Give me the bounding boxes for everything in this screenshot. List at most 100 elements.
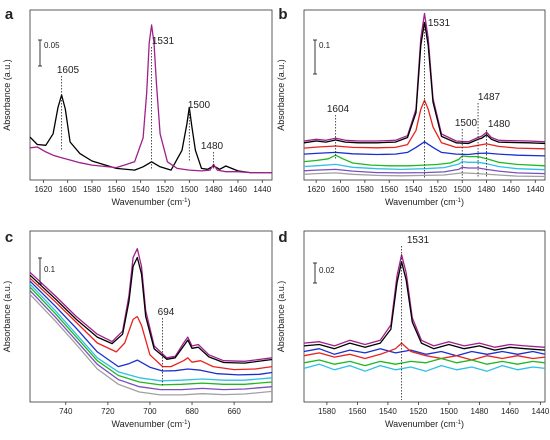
series-line-5 (303, 154, 546, 167)
x-tick-label: 1440 (526, 185, 544, 194)
x-tick-label: 740 (59, 407, 73, 416)
series-line-1 (29, 94, 272, 174)
y-axis-label: Absorbance (a.u.) (276, 59, 286, 131)
x-tick-label: 680 (185, 407, 199, 416)
panel-b: 1604 1531 1500 1487 1480 1620 1600 1580 1560 1540… (276, 6, 546, 207)
series-line-6 (29, 286, 273, 386)
x-tick-label: 1480 (205, 185, 223, 194)
x-tick-label: 1540 (132, 185, 150, 194)
panel-letter: a (5, 6, 14, 23)
series-line-5 (303, 357, 546, 367)
x-tick-label: 1560 (380, 185, 398, 194)
peak-label: 1605 (57, 65, 80, 76)
series-line-6 (303, 160, 546, 171)
x-tick-label: 1620 (34, 185, 52, 194)
series-line-2 (303, 261, 546, 351)
x-tick-label: 1480 (471, 407, 489, 416)
x-axis-label-superscript: -1 (182, 198, 188, 204)
series-line-3 (303, 348, 546, 357)
x-axis-label-superscript: -1 (456, 198, 462, 204)
x-axis-label: Wavenumber (cm-1) (111, 419, 190, 429)
series-line-8 (29, 293, 273, 396)
peak-label: 1531 (152, 36, 175, 47)
x-tick-label: 1600 (59, 185, 77, 194)
scale-bar-label: 0.1 (319, 41, 331, 50)
x-tick-label: 1600 (332, 185, 350, 194)
x-tick-label: 720 (101, 407, 115, 416)
series-line-3 (29, 277, 273, 371)
series-line-2 (29, 256, 273, 364)
plot-frame (29, 230, 273, 403)
y-axis-label: Absorbance (a.u.) (276, 281, 286, 353)
x-tick-label: 1560 (348, 407, 366, 416)
panel-letter: b (278, 6, 287, 23)
series-line-1 (303, 254, 546, 348)
peak-label: 1500 (455, 118, 478, 129)
y-axis-label: Absorbance (a.u.) (2, 59, 12, 131)
series-line-1 (29, 248, 273, 362)
series-line-2 (303, 21, 546, 145)
x-axis-label: Wavenumber (cm-1) (385, 419, 464, 429)
x-tick-label: 1520 (410, 407, 428, 416)
plot-frame (29, 9, 273, 181)
series-line-5 (29, 283, 273, 382)
series-line-7 (29, 290, 273, 391)
panel-a: 1605 1531 1500 1480 1620 1600 1580 1560 1540 1520… (2, 6, 273, 207)
series-line-4 (303, 141, 546, 157)
peak-label: 694 (158, 307, 175, 318)
x-tick-label: 1460 (501, 407, 519, 416)
plot-frame (303, 230, 546, 403)
peak-label: 1487 (478, 92, 501, 103)
x-tick-label: 1580 (356, 185, 374, 194)
plot-frame (303, 9, 546, 181)
peak-label: 1480 (201, 141, 224, 152)
x-axis-label-superscript: -1 (456, 420, 462, 426)
panel-d: 1531 1580 1560 1540 1520 1500 1480 1460 1440 Wave… (276, 229, 550, 429)
x-tick-label: 700 (143, 407, 157, 416)
x-tick-label: 1540 (379, 407, 397, 416)
series-line-4 (29, 280, 273, 376)
series-line-1 (303, 12, 546, 143)
x-tick-label: 1620 (307, 185, 325, 194)
x-tick-label: 1580 (318, 407, 336, 416)
x-tick-label: 1500 (453, 185, 471, 194)
x-tick-label: 1520 (156, 185, 174, 194)
x-axis-label: Wavenumber (cm-1) (385, 197, 464, 207)
series-line-8 (303, 172, 546, 178)
series-line-2 (29, 24, 272, 174)
peak-label: 1531 (428, 18, 451, 29)
x-tick-label: 1560 (107, 185, 125, 194)
x-tick-label: 1500 (440, 407, 458, 416)
scale-bar-label: 0.02 (319, 266, 335, 275)
scale-bar-label: 0.05 (44, 41, 60, 50)
panel-letter: c (5, 229, 13, 246)
x-tick-label: 1540 (405, 185, 423, 194)
x-axis-label-close: ) (461, 419, 464, 429)
x-tick-label: 1440 (253, 185, 271, 194)
peak-label: 1531 (407, 235, 430, 246)
scale-bar-label: 0.1 (44, 265, 56, 274)
x-tick-label: 1480 (478, 185, 496, 194)
x-axis-label-superscript: -1 (182, 420, 188, 426)
peak-label: 1604 (327, 104, 350, 115)
series-line-3 (303, 99, 546, 150)
x-tick-label: 1500 (180, 185, 198, 194)
x-tick-label: 1520 (429, 185, 447, 194)
series-line-4 (303, 342, 546, 361)
series-line-6 (303, 363, 546, 372)
peak-label: 1500 (188, 100, 211, 111)
x-axis-label-close: ) (461, 197, 464, 207)
peak-label: 1480 (488, 119, 511, 130)
x-tick-label: 1460 (502, 185, 520, 194)
panel-letter: d (278, 229, 287, 246)
x-tick-label: 1580 (83, 185, 101, 194)
x-axis-label-close: ) (188, 419, 191, 429)
x-axis-label-close: ) (188, 197, 191, 207)
panel-c: 694 740 720 700 680 660 Wavenumber (cm-1) Absor… (2, 229, 273, 429)
x-tick-label: 1440 (532, 407, 550, 416)
x-tick-label: 1460 (229, 185, 247, 194)
x-axis-label: Wavenumber (cm-1) (111, 197, 190, 207)
x-tick-label: 660 (227, 407, 241, 416)
y-axis-label: Absorbance (a.u.) (2, 281, 12, 353)
